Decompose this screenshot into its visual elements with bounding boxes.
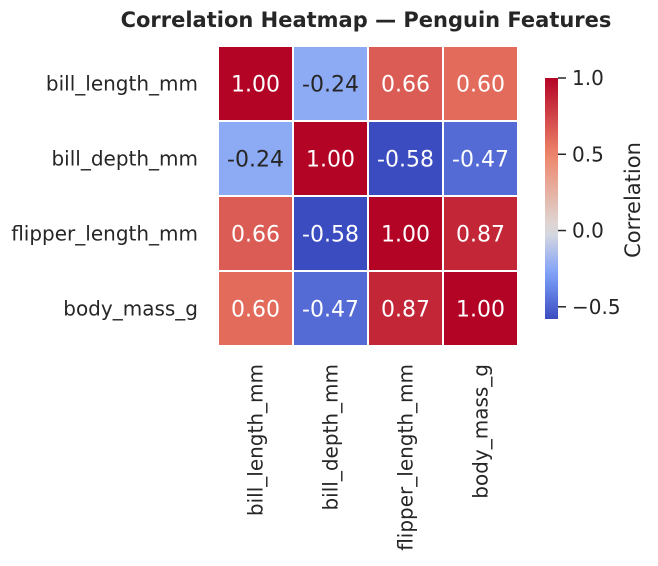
cell-value-label: 0.60 [231,298,280,323]
cell-value-label: -0.47 [302,298,359,323]
heatmap-cell [292,195,369,272]
colorbar-gradient [545,78,558,319]
row-label: body_mass_g [63,297,198,321]
cell-value-label: 0.60 [456,73,505,98]
colorbar-tick-label: −0.5 [572,295,621,319]
cell-value-label: 0.66 [231,223,280,248]
cell-value-label: -0.47 [452,148,509,173]
heatmap-cell [442,45,519,122]
heatmap-cell [292,120,369,197]
colorbar-ticks: 1.0 0.5 0.0 −0.5 [558,66,621,319]
colorbar-label: Correlation [621,142,645,258]
colorbar-tick-label: 0.0 [572,219,604,243]
column-label: body_mass_g [469,364,493,499]
heatmap-cells: 1.00 -0.24 0.66 0.60 -0.24 1.00 -0.58 -0.47 0.66… [217,45,519,347]
row-label: bill_length_mm [46,72,198,96]
cell-value-label: -0.24 [302,73,359,98]
colorbar-tick-label: 0.5 [572,142,604,166]
cell-value-label: -0.58 [302,223,359,248]
cell-value-label: 1.00 [456,298,505,323]
row-label: bill_depth_mm [51,147,198,171]
heatmap-cell [217,270,294,347]
chart-title: Correlation Heatmap — Penguin Features [121,8,612,32]
cell-value-label: -0.58 [377,148,434,173]
row-labels: bill_length_mm bill_depth_mm flipper_lengt… [11,72,198,321]
cell-value-label: 1.00 [381,223,430,248]
cell-value-label: 0.87 [456,223,505,248]
cell-value-label: 0.87 [381,298,430,323]
heatmap-cell [442,120,519,197]
heatmap-cell [442,270,519,347]
column-labels: bill_length_mm bill_depth_mm flipper_lengt… [244,364,493,551]
cell-value-label: 1.00 [231,73,280,98]
heatmap-cell [292,270,369,347]
row-label: flipper_length_mm [11,222,198,246]
cell-value-label: -0.24 [227,148,284,173]
column-label: flipper_length_mm [394,364,418,551]
cell-value-label: 0.66 [381,73,430,98]
colorbar: 1.0 0.5 0.0 −0.5 Correlation [545,66,645,319]
cell-value-label: 1.00 [306,148,355,173]
colorbar-tick-label: 1.0 [572,66,604,90]
column-label: bill_depth_mm [319,364,343,511]
column-label: bill_length_mm [244,364,268,516]
heatmap-cell [217,45,294,122]
heatmap-cell [292,45,369,122]
heatmap-cell [442,195,519,272]
